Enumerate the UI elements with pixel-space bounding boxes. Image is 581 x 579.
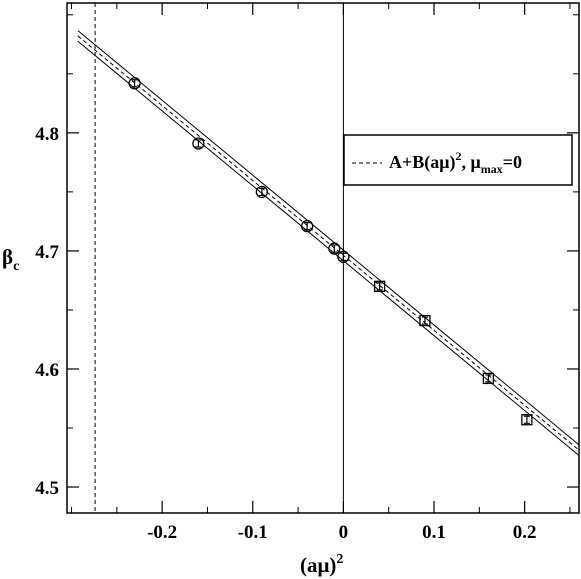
data-point-circle xyxy=(300,219,314,233)
data-point-square xyxy=(521,414,533,426)
y-tick-label: 4.6 xyxy=(35,360,59,381)
fit-band-upper xyxy=(77,30,580,446)
y-axis-title: βc xyxy=(2,245,19,274)
data-point-square xyxy=(419,314,431,327)
data-point-circle xyxy=(337,250,350,263)
data-points xyxy=(128,77,533,426)
fit-band xyxy=(77,30,580,456)
y-tick-label: 4.7 xyxy=(35,242,59,263)
x-tick-label: 0 xyxy=(339,522,349,543)
y-tick-label: 4.8 xyxy=(35,124,59,145)
x-tick-label: -0.1 xyxy=(238,522,268,543)
x-axis-title: (aμ)2 xyxy=(300,552,343,577)
data-point-square xyxy=(482,372,495,385)
axis-ticks: -0.2 -0.1 0 0.1 0.2 4.5 4.6 4.7 4.8 xyxy=(35,3,579,543)
x-tick-label: 0.2 xyxy=(513,522,537,543)
data-point-circle xyxy=(255,185,268,199)
legend: A+B(aμ)2, μmax=0 xyxy=(343,134,573,186)
data-point-circle xyxy=(328,242,341,255)
data-point-square xyxy=(373,280,386,292)
y-tick-label: 4.5 xyxy=(35,478,59,499)
data-point-circle xyxy=(128,77,141,90)
legend-label: A+B(aμ)2, μmax=0 xyxy=(389,149,522,176)
data-point-circle xyxy=(192,137,205,150)
x-tick-label: 0.1 xyxy=(422,522,446,543)
plot-frame xyxy=(66,2,580,514)
x-tick-label: -0.2 xyxy=(147,522,177,543)
legend-box xyxy=(343,134,573,186)
fit-center-line xyxy=(77,35,580,451)
